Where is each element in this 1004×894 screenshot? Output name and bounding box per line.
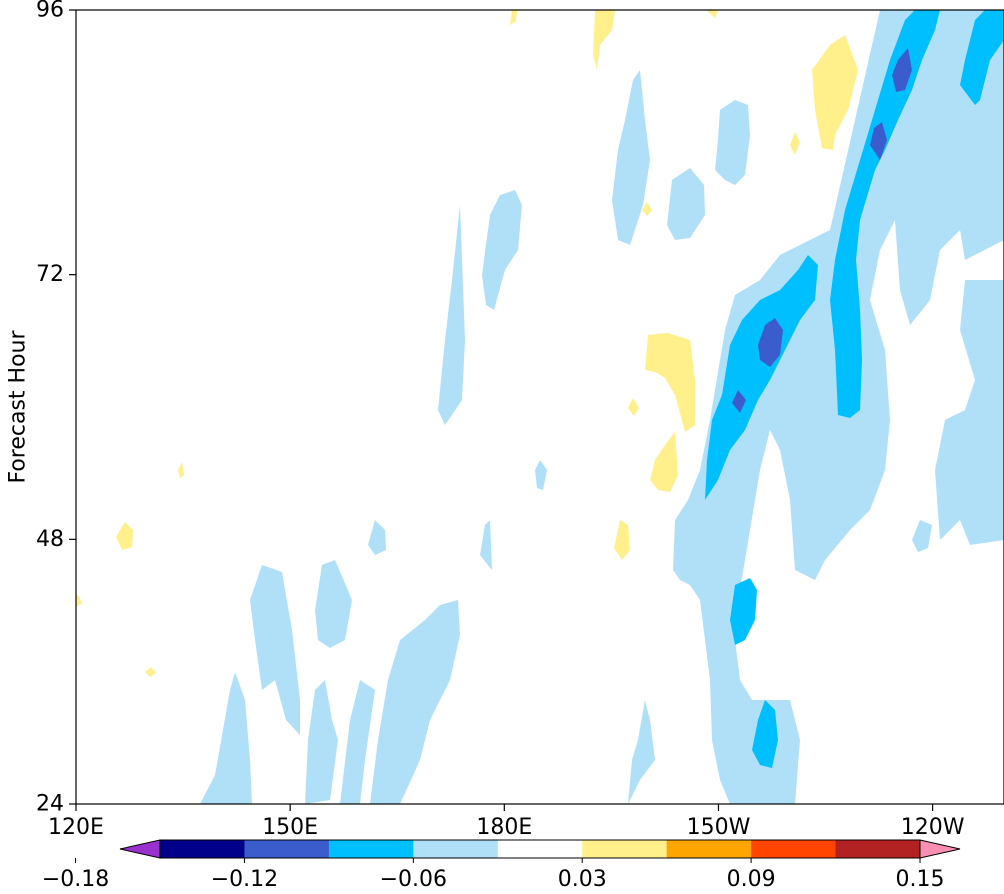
contour-region xyxy=(628,398,639,416)
x-tick-label: 150W xyxy=(687,815,751,840)
colorbar-tick-label: 0.09 xyxy=(727,867,776,892)
contour-region xyxy=(705,255,818,500)
colorbar-swatch xyxy=(244,840,330,858)
contour-region xyxy=(870,122,887,160)
x-tick-label: 180E xyxy=(476,815,532,840)
contour-region xyxy=(752,700,778,768)
colorbar-swatch xyxy=(413,840,499,858)
contour-region xyxy=(612,70,650,245)
contour-region xyxy=(480,520,492,570)
contour-region xyxy=(145,667,156,677)
colorbar-under-extension xyxy=(119,839,161,859)
contour-region xyxy=(628,700,655,804)
contour-region xyxy=(614,520,630,560)
contour-region xyxy=(340,680,375,804)
colorbar-tick-label: −0.06 xyxy=(380,867,447,892)
contour-region xyxy=(830,10,940,418)
contour-region xyxy=(790,132,800,155)
contour-region xyxy=(510,10,518,25)
colorbar-swatch xyxy=(497,840,583,858)
y-tick-label: 48 xyxy=(36,527,64,552)
contour-pale-yellow xyxy=(76,10,858,677)
x-tick-label: 150E xyxy=(262,815,318,840)
contour-region xyxy=(535,460,547,490)
colorbar-swatch xyxy=(160,840,245,858)
contour-region xyxy=(178,462,184,478)
plot-frame xyxy=(75,9,1004,805)
colorbar-tick-label: −0.12 xyxy=(211,867,278,892)
y-tick-label: 24 xyxy=(36,792,64,817)
x-tick-label: 120W xyxy=(901,815,965,840)
contour-region xyxy=(892,48,912,92)
contour-region xyxy=(960,10,1004,105)
y-tick-label: 96 xyxy=(36,0,64,23)
contour-region xyxy=(76,595,82,608)
contour-region xyxy=(812,35,858,150)
contour-region xyxy=(250,565,300,735)
colorbar-frame xyxy=(159,839,921,859)
colorbar-tick-label: 0.15 xyxy=(896,867,945,892)
contour-region xyxy=(200,672,252,804)
contour-region xyxy=(482,190,522,310)
contour-region xyxy=(650,432,678,492)
contour-medium-blue xyxy=(732,48,912,413)
contour-region xyxy=(758,318,783,367)
colorbar-swatch xyxy=(666,840,752,858)
contour-fields xyxy=(76,10,1004,804)
contour-region xyxy=(912,520,932,552)
colorbar: −0.18 −0.12 −0.06 0.03 0.09 0.15 xyxy=(42,839,961,892)
contour-region xyxy=(305,680,338,804)
contour-region xyxy=(370,600,460,804)
x-axis: 120E 150E 180E 150W 120W xyxy=(48,804,965,840)
contour-region xyxy=(368,520,386,555)
contour-region xyxy=(593,10,615,70)
colorbar-swatch xyxy=(751,840,837,858)
contour-region xyxy=(315,560,352,648)
contour-region xyxy=(642,202,652,216)
contour-region xyxy=(438,205,465,425)
contour-region xyxy=(116,522,133,550)
contour-region xyxy=(732,390,746,413)
contour-sky-blue xyxy=(705,10,1004,768)
y-axis: 24 48 72 96 xyxy=(36,0,76,817)
contour-region xyxy=(715,100,750,185)
colorbar-swatch xyxy=(582,840,668,858)
contour-region xyxy=(730,578,757,645)
colorbar-swatch xyxy=(835,840,921,858)
x-tick-label: 120E xyxy=(48,815,104,840)
y-axis-label: Forecast Hour xyxy=(6,330,31,484)
colorbar-swatch xyxy=(328,840,414,858)
colorbar-tick-label: −0.18 xyxy=(42,867,109,892)
colorbar-over-extension xyxy=(919,839,961,859)
contour-region xyxy=(706,10,718,18)
y-tick-label: 72 xyxy=(36,262,64,287)
contour-region xyxy=(645,333,695,432)
colorbar-tick-label: 0.03 xyxy=(558,867,607,892)
contour-region xyxy=(667,168,705,240)
